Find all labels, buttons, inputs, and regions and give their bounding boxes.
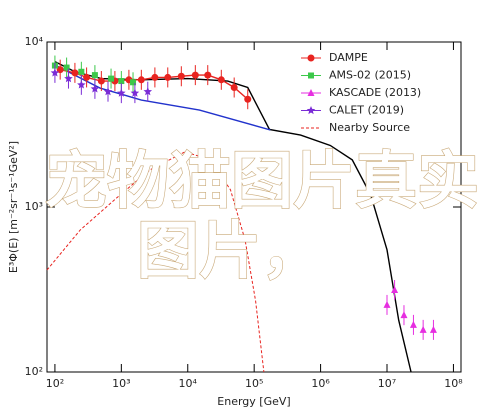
data-point [56, 66, 64, 74]
x-axis-label: Energy [GeV] [217, 395, 290, 408]
legend-marker [306, 106, 316, 115]
data-point [78, 68, 85, 75]
data-point [391, 286, 399, 294]
x-tick-label: 10⁸ [444, 377, 463, 390]
data-point [164, 73, 172, 81]
data-point [97, 77, 105, 85]
legend-marker [308, 72, 314, 79]
data-point [400, 311, 408, 319]
data-point [429, 325, 437, 333]
data-point [130, 79, 137, 86]
data-point [103, 87, 113, 96]
x-tick-label: 10² [46, 377, 64, 390]
overlay-text: 图片， [137, 214, 323, 287]
data-point [83, 73, 91, 81]
y-tick-label: 10³ [25, 200, 43, 213]
data-point [151, 73, 159, 81]
nearby-source-line [46, 151, 265, 373]
data-point [230, 83, 238, 91]
data-point [108, 75, 115, 82]
y-axis-label: E³Φ(E) [m⁻²sr⁻¹s⁻¹GeV²] [7, 141, 20, 273]
legend-label: DAMPE [329, 51, 368, 64]
overlay-text: 宠物猫图片真实 [45, 144, 479, 217]
data-point [137, 76, 145, 84]
data-point [91, 72, 98, 79]
data-point [244, 95, 252, 103]
x-tick-label: 10⁵ [245, 377, 263, 390]
data-point [191, 71, 199, 79]
x-tick-label: 10⁶ [311, 377, 330, 390]
data-point [409, 320, 417, 328]
y-tick-label: 10² [25, 365, 43, 378]
legend-label: AMS-02 (2015) [329, 69, 411, 82]
data-point [71, 69, 79, 77]
data-point [118, 78, 125, 85]
data-point [90, 84, 100, 93]
legend-marker [307, 54, 315, 62]
legend-label: KASCADE (2013) [329, 86, 421, 99]
legend-label: Nearby Source [329, 121, 410, 134]
data-point [143, 87, 153, 96]
data-point [217, 76, 225, 84]
data-point [204, 71, 212, 79]
legend-marker [307, 89, 315, 96]
y-tick-label: 10⁴ [25, 35, 44, 48]
data-point [177, 72, 185, 80]
data-point [130, 88, 140, 97]
data-point [64, 74, 73, 83]
data-point [63, 64, 70, 71]
legend-label: CALET (2019) [329, 104, 404, 117]
x-tick-label: 10⁷ [378, 377, 396, 390]
data-point [50, 68, 60, 77]
data-point [117, 88, 126, 97]
x-tick-label: 10⁴ [179, 377, 198, 390]
data-point [383, 300, 391, 308]
data-point [419, 325, 427, 333]
data-point [77, 80, 86, 89]
x-tick-label: 10³ [112, 377, 130, 390]
